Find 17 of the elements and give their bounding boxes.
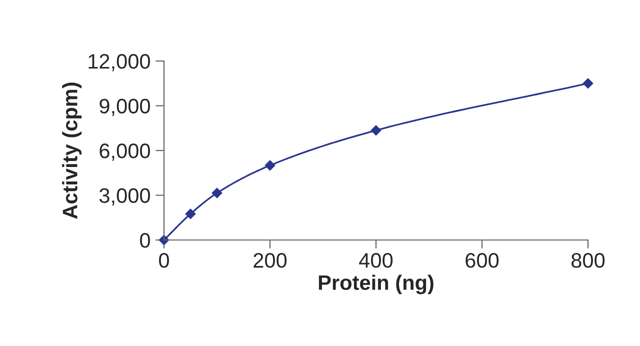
x-axis-title: Protein (ng) <box>318 274 434 294</box>
point <box>370 125 382 136</box>
point <box>264 160 276 171</box>
x-tick-label: 800 <box>572 253 605 268</box>
x-tick-label: 600 <box>466 253 499 268</box>
y-axis-title: Activity (cpm) <box>62 82 82 219</box>
x-tick-label: 400 <box>359 253 393 268</box>
y-tick-label: 3,000 <box>99 188 150 206</box>
x-tick-label: 0 <box>159 253 169 268</box>
point <box>582 78 594 88</box>
y-tick-label: 6,000 <box>100 144 150 161</box>
y-tick-label: 0 <box>140 233 150 248</box>
point <box>212 188 222 198</box>
point <box>185 208 196 220</box>
y-tick-label: 9,000 <box>100 98 150 116</box>
x-tick-label: 200 <box>254 253 287 268</box>
y-tick-label: 12,000 <box>88 54 150 72</box>
